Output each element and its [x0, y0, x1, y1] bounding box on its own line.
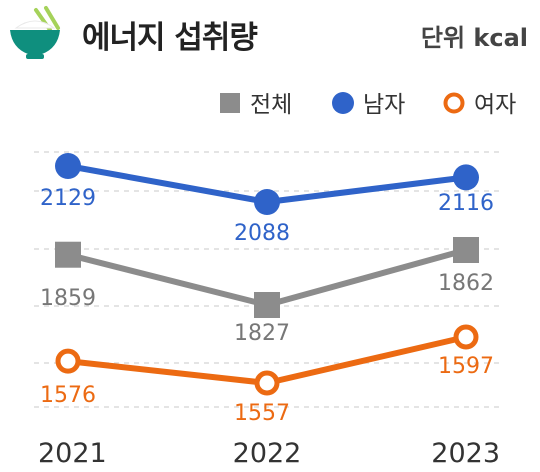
data-label: 1597 [438, 354, 494, 379]
chart-title: 에너지 섭취량 [82, 20, 258, 56]
data-label: 1862 [438, 271, 494, 296]
data-point-marker [55, 348, 81, 374]
data-point-marker [254, 370, 280, 396]
data-label: 1827 [234, 321, 290, 346]
data-label: 1557 [234, 401, 290, 426]
data-label: 1859 [40, 286, 96, 311]
legend-marker [220, 93, 240, 113]
data-point-marker [55, 153, 81, 179]
legend-label: 전체 [250, 92, 292, 118]
data-point-marker [453, 324, 479, 350]
data-label: 2116 [438, 191, 494, 216]
legend-marker [332, 92, 354, 114]
x-tick-label: 2021 [38, 438, 107, 469]
legend-label: 남자 [363, 92, 405, 118]
data-label: 1576 [40, 383, 96, 408]
data-point-marker [453, 237, 479, 263]
x-tick-label: 2023 [431, 438, 500, 469]
x-tick-label: 2022 [233, 438, 302, 469]
legend-label: 여자 [474, 92, 516, 118]
data-point-marker [453, 164, 479, 191]
data-label: 2129 [40, 186, 96, 211]
chart-header: 에너지 섭취량 단위 kcal [0, 0, 540, 70]
data-point-marker [55, 241, 81, 268]
unit-label: 단위 kcal [420, 24, 528, 52]
legend-marker [443, 92, 465, 114]
data-point-marker [254, 292, 280, 318]
data-point-marker [254, 189, 280, 215]
data-label: 2088 [234, 221, 290, 246]
rice-bowl-icon [10, 6, 60, 59]
